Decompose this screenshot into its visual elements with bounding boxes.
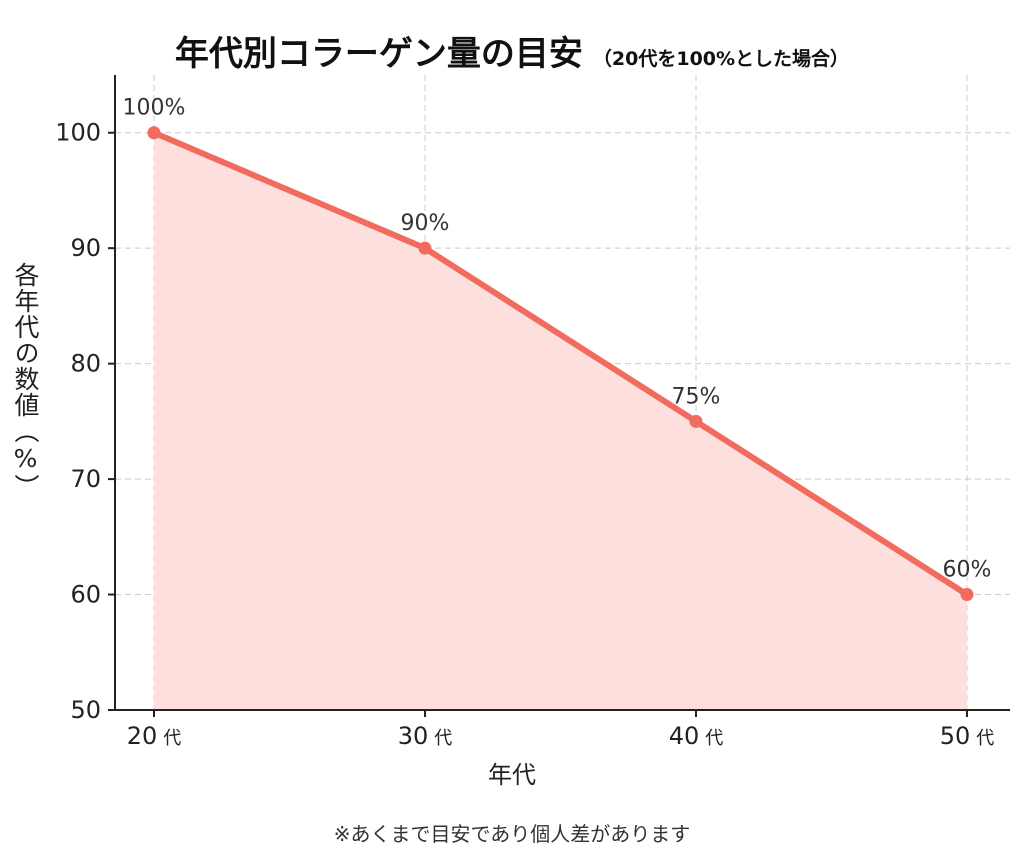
x-tick-unit: 代	[434, 728, 452, 749]
x-tick-value: 30	[398, 722, 429, 750]
x-tick-value: 20	[127, 722, 158, 750]
chart-title: 年代別コラーゲン量の目安	[174, 34, 583, 74]
x-tick-value: 50	[940, 722, 971, 750]
data-point	[418, 241, 432, 255]
x-tick-unit: 代	[163, 728, 181, 749]
y-tick-label: 50	[70, 696, 101, 724]
data-label: 90%	[401, 211, 450, 236]
y-axis-label: 各年代の数値（%）	[11, 262, 40, 500]
area-fill	[154, 132, 967, 710]
y-tick-label: 60	[70, 581, 101, 609]
x-tick-unit: 代	[705, 728, 723, 749]
y-tick-label: 70	[70, 465, 101, 493]
data-point	[147, 126, 161, 140]
x-tick-label: 50 代	[940, 722, 995, 750]
data-label: 100%	[123, 96, 186, 121]
points-layer: 100% 90% 75% 60%	[123, 96, 992, 602]
series-line	[151, 129, 970, 598]
data-point	[960, 588, 974, 602]
y-tick-label: 90	[70, 234, 101, 262]
x-tick-label: 20 代	[127, 722, 182, 750]
y-tick-label: 80	[70, 350, 101, 378]
chart-title-block: 年代別コラーゲン量の目安 （20代を100%とした場合）	[0, 26, 1024, 75]
x-tick-unit: 代	[976, 728, 994, 749]
x-tick-value: 40	[669, 722, 700, 750]
footnote: ※あくまで目安であり個人差があります	[333, 822, 691, 846]
x-tick-label: 40 代	[669, 722, 724, 750]
y-tick-label: 100	[55, 119, 101, 147]
data-label: 60%	[943, 558, 992, 583]
x-axis-label: 年代	[488, 761, 536, 789]
x-tick-label: 30 代	[398, 722, 453, 750]
chart-subtitle: （20代を100%とした場合）	[592, 48, 850, 70]
axes-layer	[114, 75, 1010, 711]
data-label: 75%	[672, 384, 721, 409]
data-point	[689, 414, 703, 428]
